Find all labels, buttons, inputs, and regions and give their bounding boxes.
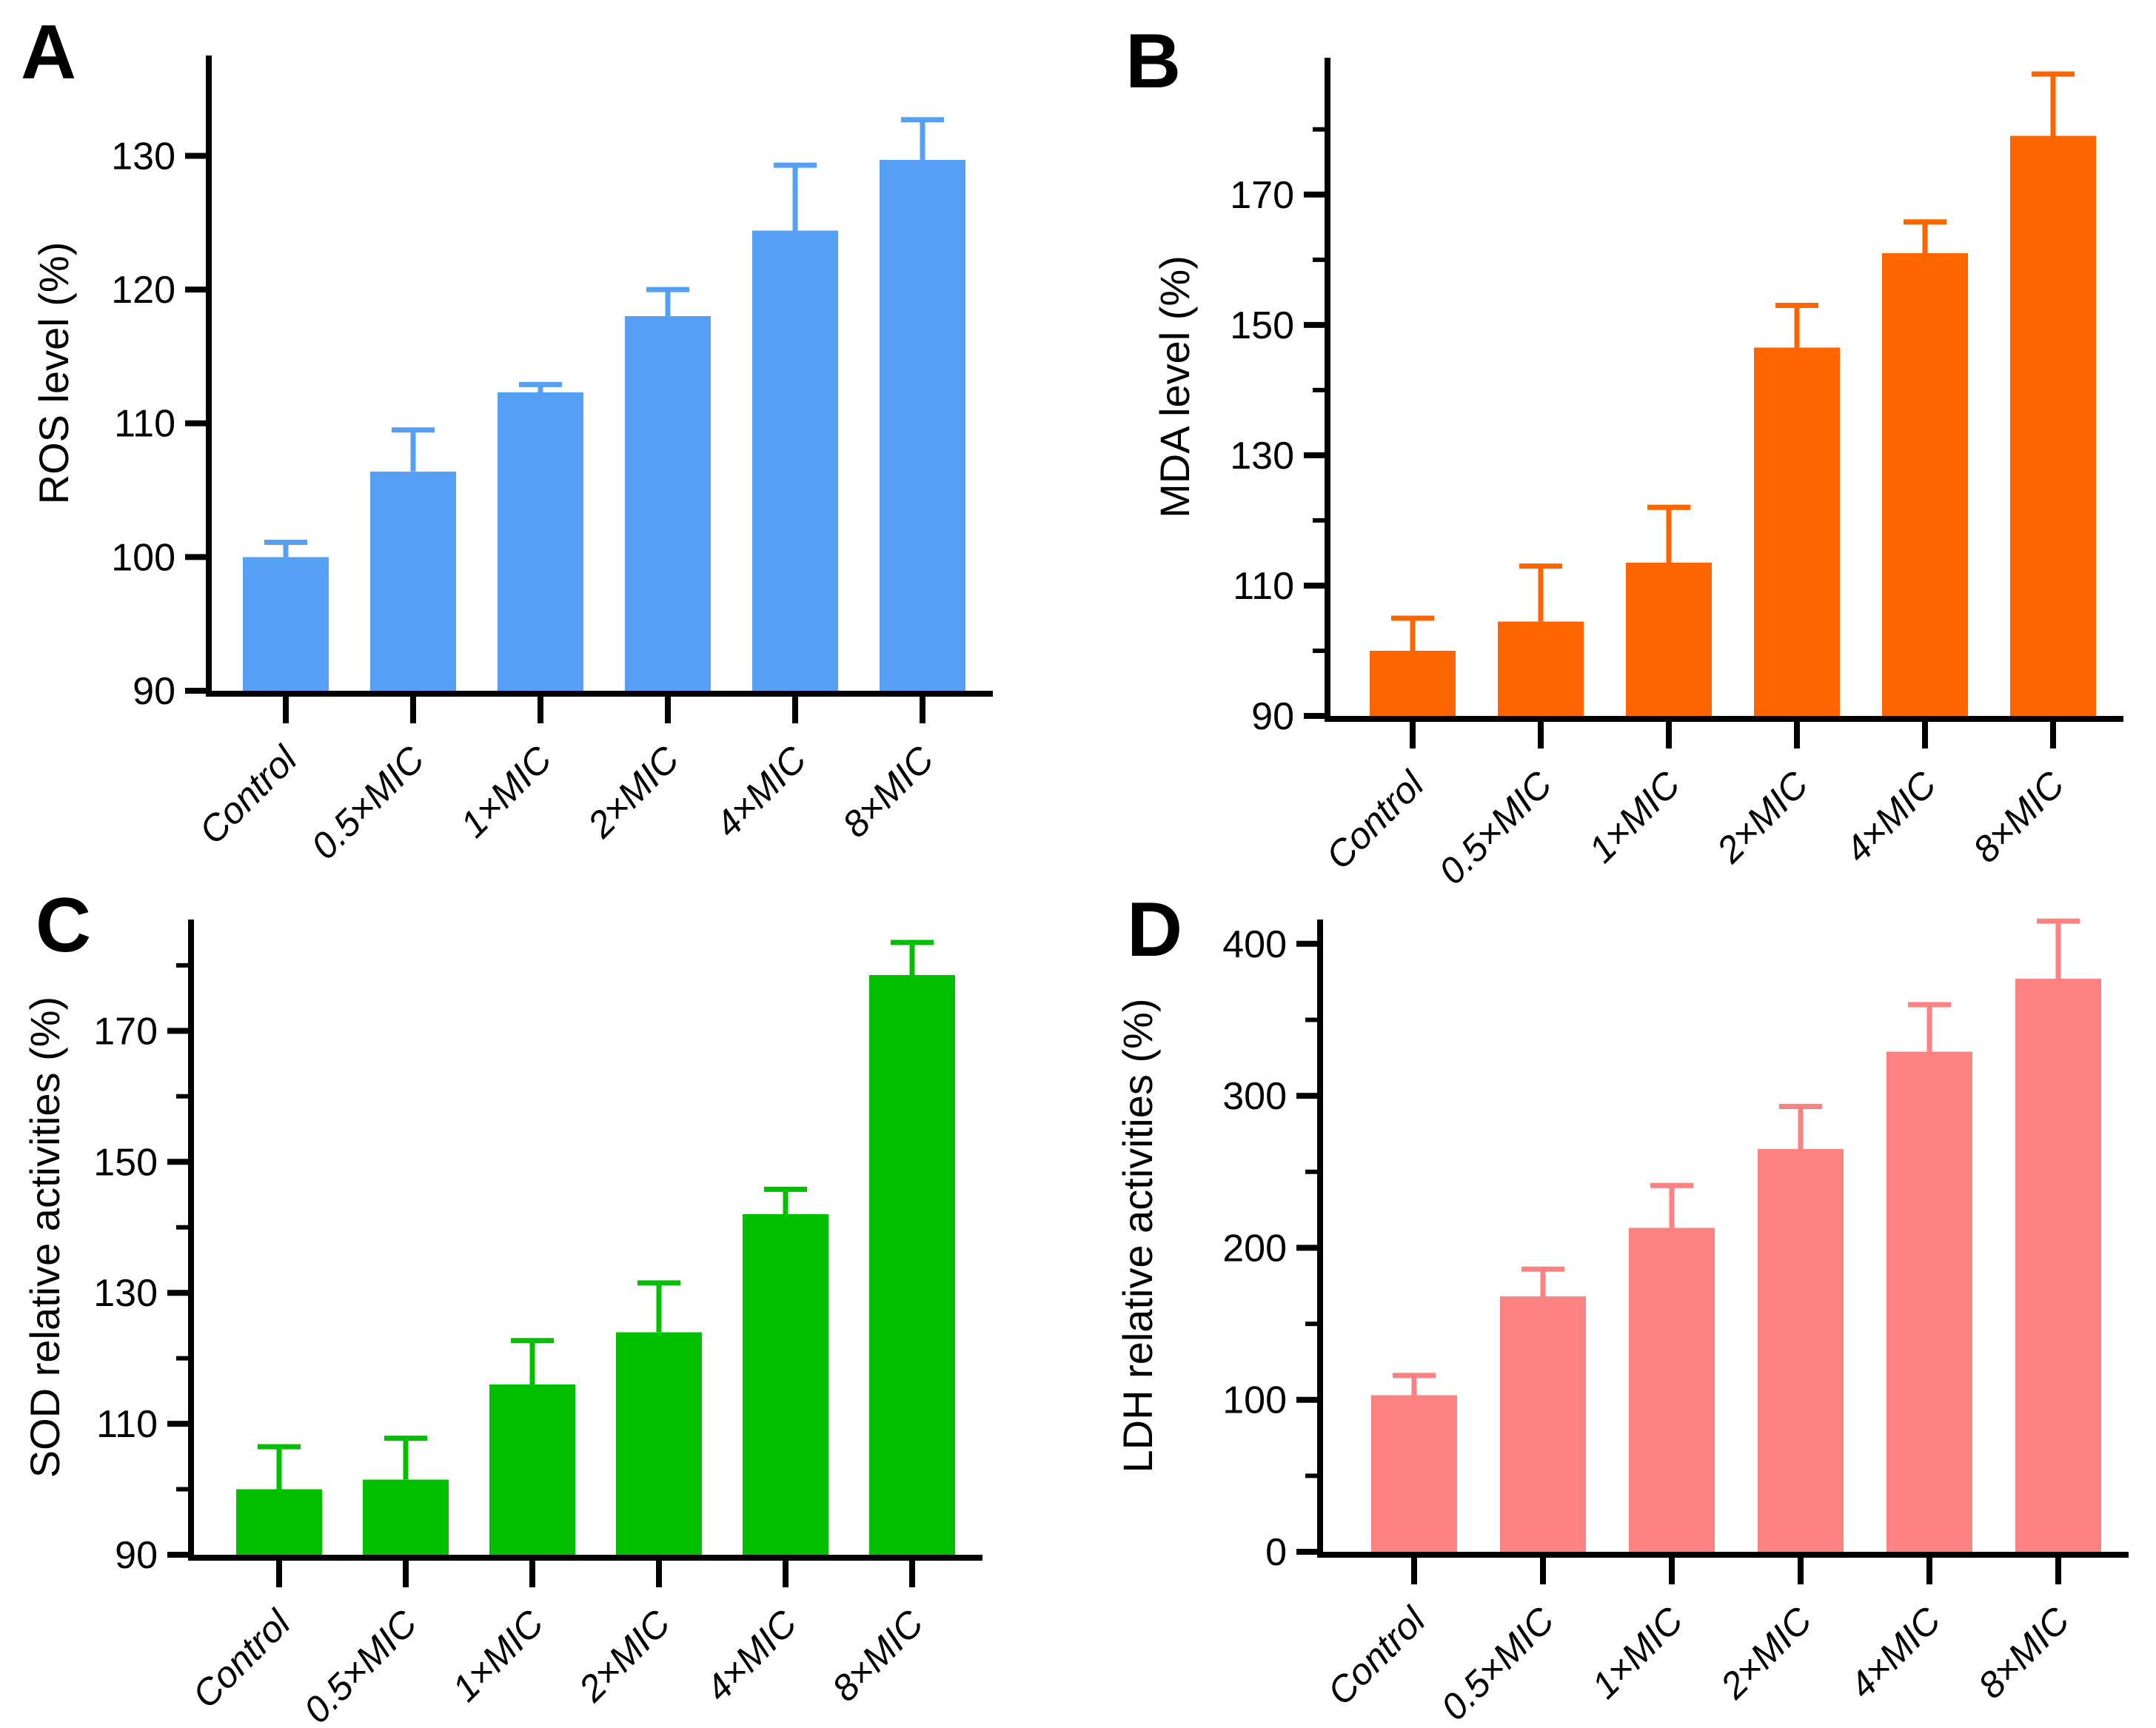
svg-text:90: 90 — [133, 670, 175, 713]
svg-text:150: 150 — [1230, 304, 1294, 347]
svg-text:170: 170 — [93, 1010, 158, 1053]
svg-text:2×MIC: 2×MIC — [579, 738, 687, 846]
svg-text:ROS level (%): ROS level (%) — [30, 242, 77, 505]
svg-text:90: 90 — [115, 1534, 158, 1577]
svg-text:2×MIC: 2×MIC — [1708, 763, 1816, 871]
svg-text:8×MIC: 8×MIC — [1965, 763, 2072, 871]
panel-b: Control 0.5×MIC 1×MIC 2×MIC 4×MIC 8×MIC 90 110 1… — [1078, 0, 2156, 892]
svg-text:Control: Control — [191, 737, 306, 852]
svg-text:130: 130 — [93, 1272, 158, 1315]
svg-text:170: 170 — [1230, 174, 1294, 217]
svg-text:1×MIC: 1×MIC — [1581, 763, 1688, 871]
svg-text:Control: Control — [1318, 763, 1433, 877]
svg-text:C: C — [36, 883, 91, 968]
panel-c: Control 0.5×MIC 1×MIC 2×MIC 4×MIC 8×MIC 90 110 1… — [0, 864, 1078, 1728]
svg-text:110: 110 — [1233, 565, 1294, 608]
svg-text:110: 110 — [114, 403, 175, 446]
svg-text:0.5×MIC: 0.5×MIC — [1433, 1599, 1563, 1728]
svg-text:LDH relative activities (%): LDH relative activities (%) — [1114, 998, 1161, 1473]
svg-text:2×MIC: 2×MIC — [570, 1602, 678, 1710]
svg-text:300: 300 — [1222, 1075, 1287, 1118]
ldh-activity-bar-chart: Control 0.5×MIC 1×MIC 2×MIC 4×MIC 8×MIC 0 100 20… — [1114, 887, 2129, 1728]
svg-text:90: 90 — [1251, 695, 1294, 738]
svg-text:8×MIC: 8×MIC — [834, 738, 942, 845]
svg-text:0.5×MIC: 0.5×MIC — [296, 1602, 426, 1728]
svg-text:D: D — [1127, 887, 1182, 973]
svg-text:110: 110 — [96, 1403, 158, 1446]
svg-text:4×MIC: 4×MIC — [697, 1602, 805, 1709]
svg-text:1×MIC: 1×MIC — [1584, 1599, 1691, 1707]
svg-text:0.5×MIC: 0.5×MIC — [304, 738, 433, 868]
svg-text:0: 0 — [1265, 1531, 1287, 1574]
svg-text:A: A — [21, 10, 76, 96]
svg-text:8×MIC: 8×MIC — [1970, 1599, 2078, 1707]
svg-text:100: 100 — [111, 536, 175, 579]
svg-text:MDA level (%): MDA level (%) — [1151, 255, 1198, 518]
svg-text:400: 400 — [1222, 923, 1287, 966]
svg-text:2×MIC: 2×MIC — [1712, 1599, 1820, 1707]
svg-text:130: 130 — [111, 135, 175, 178]
svg-text:4×MIC: 4×MIC — [1837, 763, 1944, 871]
svg-text:Control: Control — [1319, 1598, 1434, 1713]
svg-text:120: 120 — [111, 269, 175, 312]
svg-text:150: 150 — [93, 1141, 158, 1184]
panel-a: Control 0.5×MIC 1×MIC 2×MIC 4×MIC 8×MIC 90 100 1… — [0, 0, 1078, 867]
svg-text:1×MIC: 1×MIC — [444, 1602, 552, 1709]
panel-d: Control 0.5×MIC 1×MIC 2×MIC 4×MIC 8×MIC 0 100 20… — [1078, 864, 2156, 1728]
svg-text:B: B — [1125, 19, 1181, 104]
svg-text:200: 200 — [1222, 1227, 1287, 1270]
svg-text:SOD relative activities (%): SOD relative activities (%) — [21, 997, 68, 1478]
svg-text:Control: Control — [184, 1601, 299, 1716]
svg-text:8×MIC: 8×MIC — [824, 1602, 931, 1709]
svg-text:4×MIC: 4×MIC — [1841, 1599, 1949, 1707]
svg-text:130: 130 — [1230, 435, 1294, 478]
svg-text:4×MIC: 4×MIC — [707, 738, 814, 845]
svg-text:100: 100 — [1222, 1379, 1287, 1422]
svg-text:1×MIC: 1×MIC — [452, 738, 560, 845]
